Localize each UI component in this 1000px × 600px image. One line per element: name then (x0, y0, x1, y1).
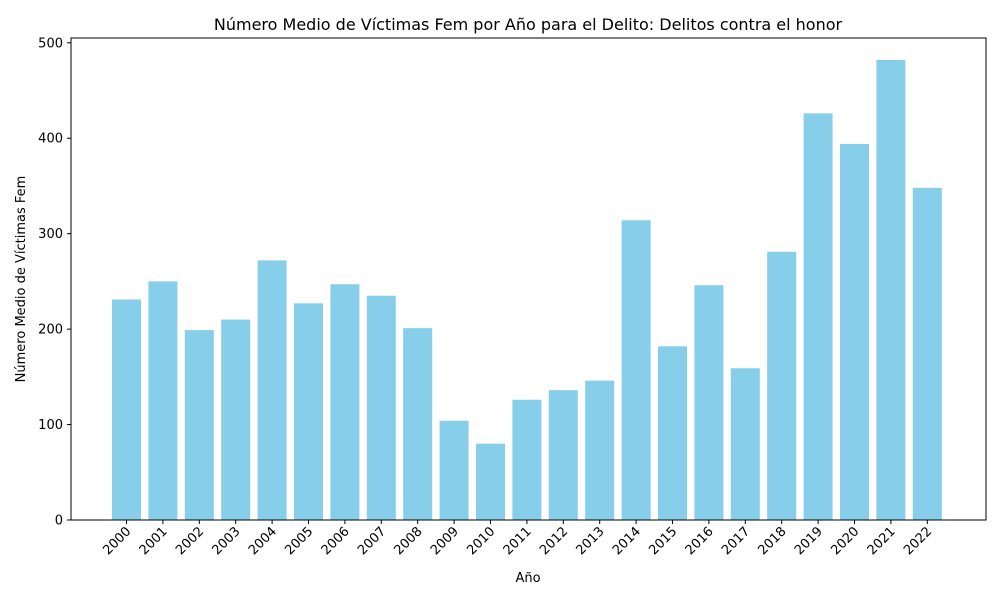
bar-2008 (403, 328, 433, 520)
plot-area: 2000 2001 2002 2003 2004 2005 2006 2007 2008 2009… (38, 36, 942, 558)
y-tick-label: 0 (55, 514, 63, 529)
y-tick-label: 300 (38, 227, 63, 242)
x-tick-label: 2016 (683, 524, 717, 558)
y-axis-label: Número Medio de Víctimas Fem (14, 176, 29, 383)
y-tick-label: 100 (38, 418, 63, 433)
bar-2019 (803, 113, 833, 520)
x-tick-label: 2014 (610, 524, 644, 558)
x-tick-label: 2018 (756, 524, 790, 558)
bar-2011 (512, 399, 542, 520)
x-tick-label: 2011 (501, 524, 535, 558)
x-tick-label: 2010 (464, 524, 498, 558)
y-tick-label: 200 (38, 323, 63, 338)
bar-2013 (585, 380, 615, 520)
x-tick-label: 2015 (646, 524, 680, 558)
x-tick-label: 2005 (282, 524, 316, 558)
bar-2004 (257, 260, 287, 520)
x-tick-label: 2000 (100, 524, 134, 558)
bar-2022 (912, 187, 942, 521)
bar-2007 (366, 295, 396, 520)
x-tick-label: 2008 (392, 524, 426, 558)
x-tick-label: 2002 (173, 524, 207, 558)
x-tick-label: 2017 (719, 524, 753, 558)
x-tick-label: 2004 (246, 524, 280, 558)
x-tick-label: 2020 (828, 524, 862, 558)
bar-2015 (658, 346, 687, 520)
x-tick-label: 2001 (137, 524, 171, 558)
bar-2009 (439, 420, 469, 520)
bar-2000 (112, 299, 141, 520)
x-tick-label: 2022 (901, 524, 935, 558)
bar-2020 (840, 143, 869, 520)
x-tick-label: 2012 (537, 524, 571, 558)
bar-2021 (876, 59, 906, 520)
x-axis-label: Año (515, 571, 540, 586)
bar-2017 (730, 368, 760, 520)
bar-2005 (294, 303, 323, 520)
x-tick-label: 2019 (792, 524, 826, 558)
bar-2016 (694, 285, 724, 520)
x-tick-label: 2003 (210, 524, 244, 558)
x-tick-label: 2009 (428, 524, 462, 558)
bar-2006 (330, 284, 360, 520)
bar-2003 (221, 319, 251, 520)
bar-2014 (621, 220, 651, 520)
x-tick-label: 2006 (319, 524, 353, 558)
chart-title: Número Medio de Víctimas Fem por Año par… (214, 15, 843, 34)
y-tick-label: 500 (38, 36, 63, 51)
bar-2002 (184, 330, 214, 520)
bar-2010 (476, 443, 505, 520)
x-tick-label: 2021 (865, 524, 899, 558)
bar-2001 (148, 281, 178, 520)
y-tick-label: 400 (38, 132, 63, 147)
bar-2012 (548, 390, 578, 520)
plot-frame (70, 37, 987, 521)
x-tick-label: 2007 (355, 524, 389, 558)
x-tick-label: 2013 (574, 524, 608, 558)
bar-2018 (767, 251, 797, 520)
